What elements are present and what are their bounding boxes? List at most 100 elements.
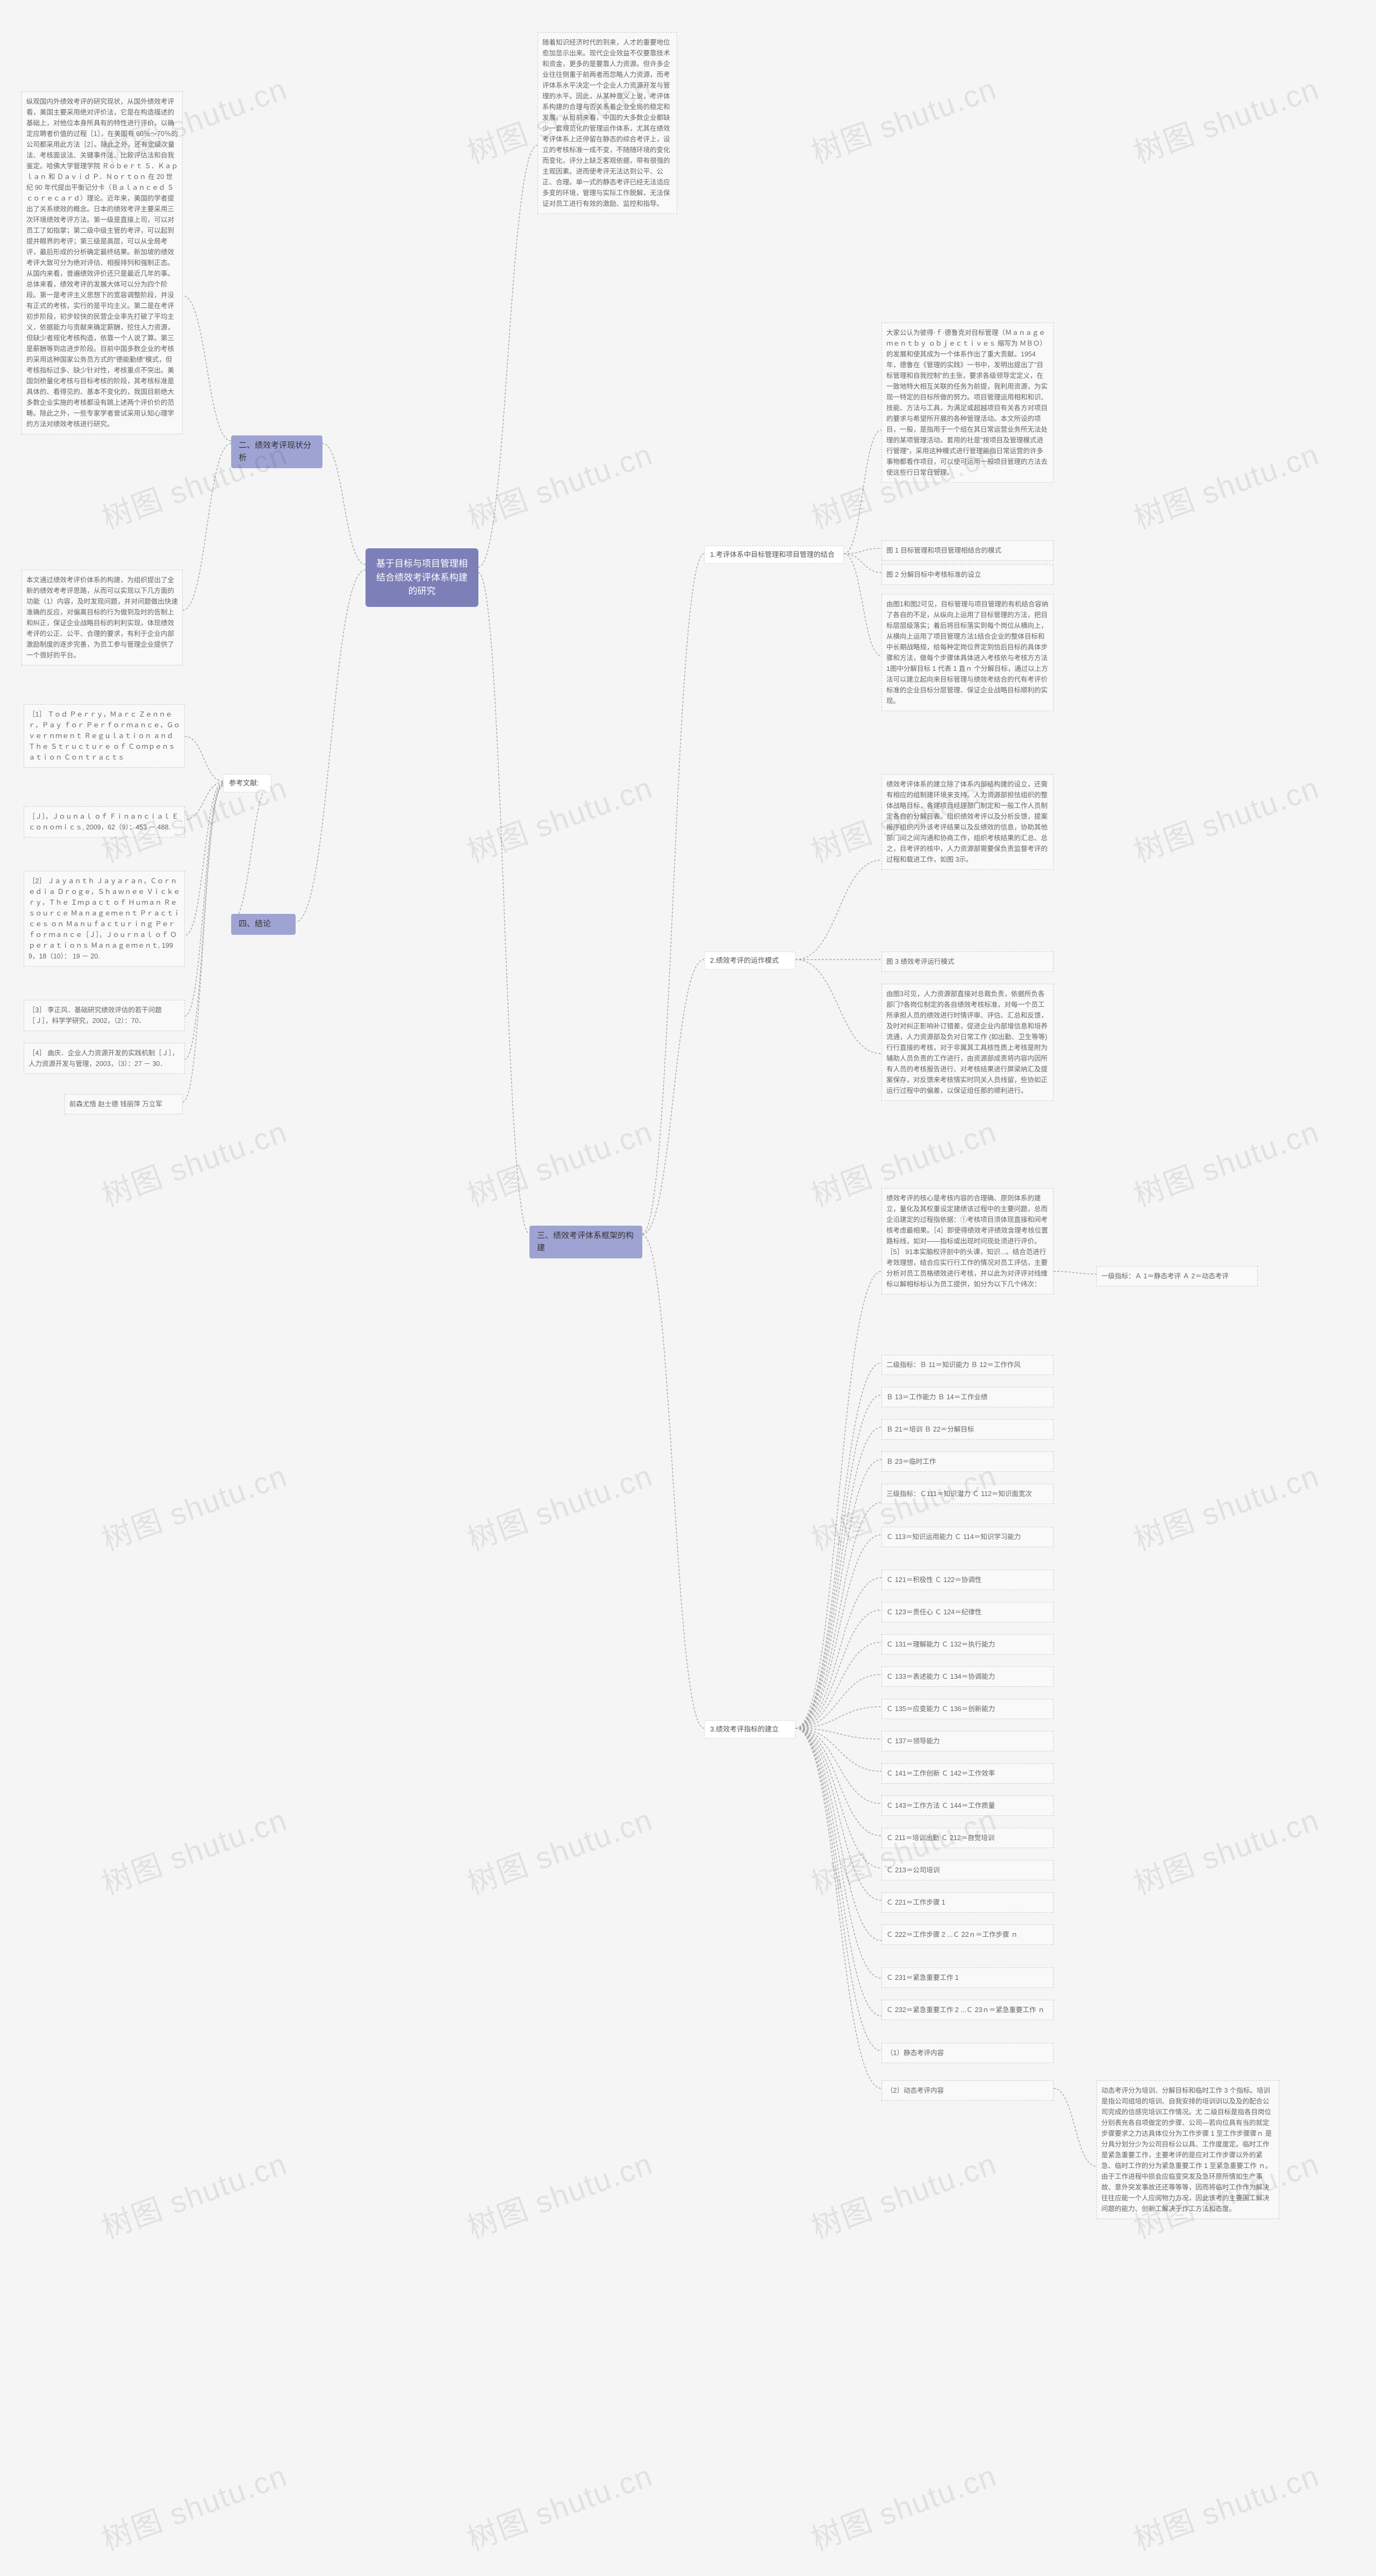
- watermark: 树图 shutu.cn: [95, 2140, 292, 2248]
- section-s3-child-2-r-6: Ｃ 113＝知识运用能力 Ｃ 114＝知识学习能力: [882, 1527, 1054, 1547]
- watermark: 树图 shutu.cn: [461, 764, 658, 871]
- section-s3-child-2-r-18: Ｃ 222＝工作步骤 2 ...Ｃ 22ｎ＝工作步骤 ｎ: [882, 1924, 1054, 1945]
- connector: [844, 548, 882, 554]
- connector: [185, 783, 223, 935]
- connector: [796, 1642, 882, 1728]
- section-s3-child-2-r-21: （1）静态考评内容: [882, 2043, 1054, 2063]
- section-s4-child-0-l-4: ［4］ 曲庆．企业人力资源开发的实践机制［Ｊ］，人力资源开发与管理，2003，（…: [24, 1043, 185, 1074]
- section-s3-child-2-r-17: Ｃ 221＝工作步骤 1: [882, 1892, 1054, 1913]
- connector: [642, 960, 704, 1234]
- connector: [478, 573, 529, 1234]
- section-s3-child-2-r-15: Ｃ 211＝培训出勤 Ｃ 212＝自觉培训: [882, 1828, 1054, 1848]
- connector: [642, 1235, 704, 1728]
- watermark: 树图 shutu.cn: [1127, 2452, 1324, 2559]
- section-s3-child-2-fra: 一级指标：Ａ 1＝静态考评 Ａ 2＝动态考评: [1096, 1266, 1258, 1286]
- watermark: 树图 shutu.cn: [95, 2452, 292, 2559]
- section-s3-child-1-r-2: 由图3可见，人力资源部直接对总裁负责，依据所负各部门?各岗位制定的各自绩效考核标…: [882, 984, 1054, 1101]
- watermark: 树图 shutu.cn: [805, 65, 1002, 173]
- watermark: 树图 shutu.cn: [1127, 65, 1324, 173]
- watermark: 树图 shutu.cn: [1127, 431, 1324, 538]
- connector: [844, 554, 882, 573]
- connector: [796, 1728, 882, 1739]
- section-s3-child-2-r-13: Ｃ 141＝工作创新 Ｃ 142＝工作效率: [882, 1763, 1054, 1784]
- section-s3-child-1-r-1: 图 3 绩效考评运行模式: [882, 951, 1054, 972]
- section-s3-child-2-r-14: Ｃ 143＝工作方法 Ｃ 144＝工作质量: [882, 1795, 1054, 1816]
- connector: [183, 443, 231, 610]
- connector: [1054, 1271, 1096, 1274]
- intro-text: 随着知识经济时代的到来，人才的重要地位愈加显示出来。现代企业效益不仅要靠技术和资…: [538, 32, 677, 214]
- connector: [796, 1728, 882, 1868]
- section-s4-child-0-l-0: ［1］ Ｔｏｄ Ｐｅｒｒｙ，Ｍａｒｃ Ｚｅｎｎｅｒ，Ｐａｙ ｆｏｒ Ｐｅｒｆｏｒ…: [24, 704, 185, 768]
- watermark: 树图 shutu.cn: [1127, 1108, 1324, 1215]
- watermark: 树图 shutu.cn: [461, 1452, 658, 1559]
- section-s3-child-2-r-22: （2）动态考评内容: [882, 2080, 1054, 2101]
- connector: [796, 1459, 882, 1728]
- center-topic: 基于目标与项目管理相结合绩效考评体系构建的研究: [366, 548, 478, 607]
- watermark: 树图 shutu.cn: [461, 2140, 658, 2248]
- watermark: 树图 shutu.cn: [1127, 1796, 1324, 1904]
- connector: [796, 1610, 882, 1728]
- section-s4-child-0-l-3: ［3］ 李正风．基础研究绩效评估的若干问题［Ｊ］，科学学研究，2002，（2）：…: [24, 1000, 185, 1031]
- section-s3-child-0: 1.考评体系中目标管理和项目管理的结合: [704, 546, 844, 564]
- watermark: 树图 shutu.cn: [461, 2452, 658, 2559]
- section-s3-child-2-r-10: Ｃ 133＝表述能力 Ｃ 134＝协调能力: [882, 1666, 1054, 1687]
- connector: [183, 296, 231, 441]
- connector: [296, 570, 366, 922]
- section-s3-child-2-r-20: Ｃ 232＝紧急重要工作 2 ...Ｃ 23ｎ＝紧急重要工作 ｎ: [882, 2000, 1054, 2020]
- section-s3-child-2-r-7: Ｃ 121＝积极性 Ｃ 122＝协调性: [882, 1570, 1054, 1590]
- connector: [796, 1502, 882, 1728]
- connector: [796, 1535, 882, 1728]
- connector: [796, 1728, 882, 1771]
- section-s2-left-0: 纵观国内外绩效考评的研究现状，从国外绩效考评看，美国主要采用绝对评价法，它是在构…: [22, 91, 183, 434]
- connector: [796, 1728, 882, 1978]
- watermark: 树图 shutu.cn: [805, 2140, 1002, 2248]
- connector: [642, 554, 704, 1234]
- connector: [1054, 2088, 1096, 2166]
- connector: [796, 1728, 882, 1836]
- section-s3-child-0-r-3: 由图1和图2可见，目标管理与项目管理的有机结合容纳了各自的不足，从纵向上运用了目…: [882, 594, 1054, 711]
- connector: [844, 554, 882, 656]
- section-s3-child-2: 3.绩效考评指标的建立: [704, 1720, 796, 1738]
- connector: [796, 1427, 882, 1728]
- section-s3-child-1-r-0: 绩效考评体系的建立除了体系内部结构建的设立，还需有相应的组制建环境来支持。人力资…: [882, 774, 1054, 870]
- connector: [796, 860, 882, 960]
- watermark: 树图 shutu.cn: [1127, 1452, 1324, 1559]
- connector: [478, 145, 538, 567]
- watermark: 树图 shutu.cn: [95, 1452, 292, 1559]
- connector: [185, 736, 223, 781]
- section-s3-child-2-r-16: Ｃ 213＝公司培训: [882, 1860, 1054, 1880]
- section-s4: 四、结论: [231, 914, 296, 935]
- watermark: 树图 shutu.cn: [805, 2452, 1002, 2559]
- watermark: 树图 shutu.cn: [461, 1108, 658, 1215]
- watermark: 树图 shutu.cn: [1127, 764, 1324, 871]
- section-s3-child-1: 2.绩效考评的运作模式: [704, 951, 796, 970]
- section-s3-child-2-r-9: Ｃ 131＝理解能力 Ｃ 132＝执行能力: [882, 1634, 1054, 1655]
- section-s3-child-2-r-4: Ｂ 23＝临时工作: [882, 1451, 1054, 1472]
- section-s3-child-2-r-3: Ｂ 21＝培训 Ｂ 22＝分解目标: [882, 1419, 1054, 1440]
- section-s2-left-1: 本文通过绩效考评价体系的构建，为组织提出了全新的绩效考考评思路，从而可以实现以下…: [22, 570, 183, 666]
- section-s3-child-2-r-12: Ｃ 137＝领导能力: [882, 1731, 1054, 1751]
- section-s3-child-2-r-5: 三级指标：Ｃ111＝知识潜力 Ｃ 112＝知识面宽次: [882, 1484, 1054, 1504]
- connector: [796, 1728, 882, 2016]
- connector: [796, 1675, 882, 1728]
- connector: [796, 1363, 882, 1728]
- section-s3-child-2-r-2: Ｂ 13＝工作能力 Ｂ 14＝工作业绩: [882, 1387, 1054, 1407]
- connector: [796, 1395, 882, 1728]
- section-s3-child-0-r-0: 大家公认为彼得·ｆ·德鲁克对目标管理（Ｍａｎａｇｅｍｅｎｔｂｙ ｏｂｊｅｃｔｉｖ…: [882, 323, 1054, 483]
- connector: [796, 1728, 882, 1900]
- watermark: 树图 shutu.cn: [95, 1796, 292, 1904]
- section-s4-child-0-l-2: ［2］ Ｊａｙａｎｔｈ Ｊａｙａｒａｎ，Ｃｏｒｎｅｄｉａ Ｄｒｏｇｅ，Ｓｈａｗｎ…: [24, 871, 185, 967]
- connector: [844, 430, 882, 554]
- section-s3-child-0-r-2: 图 2 分解目标中考核标准的设立: [882, 564, 1054, 585]
- connector: [185, 785, 223, 1059]
- connector: [796, 960, 882, 1054]
- connector: [231, 782, 271, 921]
- section-s3-child-2-r-0: 绩效考评的核心是考核内容的合理确、原则体系的建立，量化及其权重设定建绩该过程中的…: [882, 1188, 1054, 1294]
- section-s3-child-2-r-1: 二级指标：Ｂ 11＝知识能力 Ｂ 12＝工作作风: [882, 1355, 1054, 1375]
- connector: [796, 1707, 882, 1728]
- connector: [796, 1728, 882, 2051]
- section-s3-child-2-r-19: Ｃ 231＝紧急重要工作 1: [882, 1967, 1054, 1988]
- watermark: 树图 shutu.cn: [95, 1108, 292, 1215]
- section-s2: 二、绩效考评现状分析: [231, 435, 322, 468]
- connector: [796, 1271, 882, 1728]
